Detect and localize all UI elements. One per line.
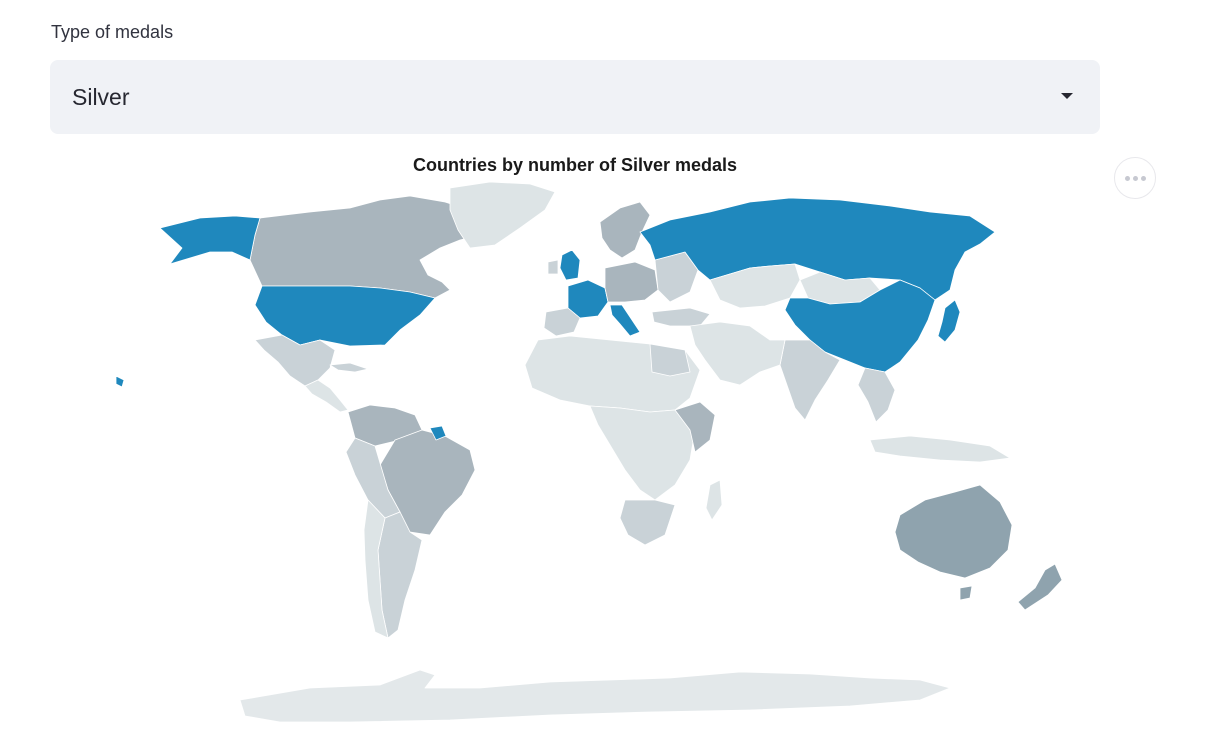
- chevron-down-icon: [1061, 93, 1073, 99]
- country-hawaii[interactable]: [115, 375, 125, 388]
- country-india[interactable]: [779, 339, 841, 421]
- country-antarctica[interactable]: [239, 669, 951, 723]
- country-egypt[interactable]: [649, 343, 691, 377]
- country-kenya-ethiopia[interactable]: [674, 401, 716, 453]
- map-title: Countries by number of Silver medals: [412, 155, 738, 175]
- country-middle-east[interactable]: [689, 321, 786, 386]
- country-italy[interactable]: [609, 304, 641, 337]
- country-mexico[interactable]: [254, 334, 336, 387]
- world-map-svg: [115, 181, 1063, 723]
- country-french-guiana[interactable]: [429, 425, 447, 441]
- medal-type-select[interactable]: Silver: [50, 60, 1100, 134]
- country-usa[interactable]: [254, 285, 436, 347]
- select-label: Type of medals: [51, 22, 174, 42]
- country-turkey[interactable]: [651, 307, 711, 327]
- country-new-zealand[interactable]: [1017, 563, 1063, 611]
- more-horizontal-icon: [1124, 175, 1130, 181]
- country-madagascar[interactable]: [705, 479, 723, 521]
- country-ireland[interactable]: [547, 259, 559, 275]
- country-cuba[interactable]: [329, 362, 369, 373]
- choropleth-map[interactable]: Countries by number of Silver medals: [50, 140, 1100, 740]
- country-japan[interactable]: [937, 299, 961, 343]
- country-greenland[interactable]: [449, 181, 556, 249]
- country-scandinavia[interactable]: [599, 201, 651, 259]
- country-france[interactable]: [567, 279, 609, 319]
- country-chile[interactable]: [363, 499, 389, 639]
- chart-menu-button[interactable]: [1114, 157, 1156, 199]
- country-south-africa[interactable]: [619, 499, 676, 546]
- country-indonesia[interactable]: [869, 435, 1011, 463]
- country-tasmania[interactable]: [959, 585, 973, 601]
- country-central-europe[interactable]: [604, 261, 659, 303]
- selected-value: Silver: [72, 84, 130, 110]
- country-uk[interactable]: [559, 249, 581, 281]
- country-spain[interactable]: [543, 307, 581, 337]
- country-central-america[interactable]: [304, 379, 349, 413]
- country-usa-alaska[interactable]: [159, 215, 261, 265]
- country-southeast-asia[interactable]: [857, 367, 896, 423]
- country-australia[interactable]: [894, 484, 1013, 579]
- country-africa-central[interactable]: [589, 405, 696, 501]
